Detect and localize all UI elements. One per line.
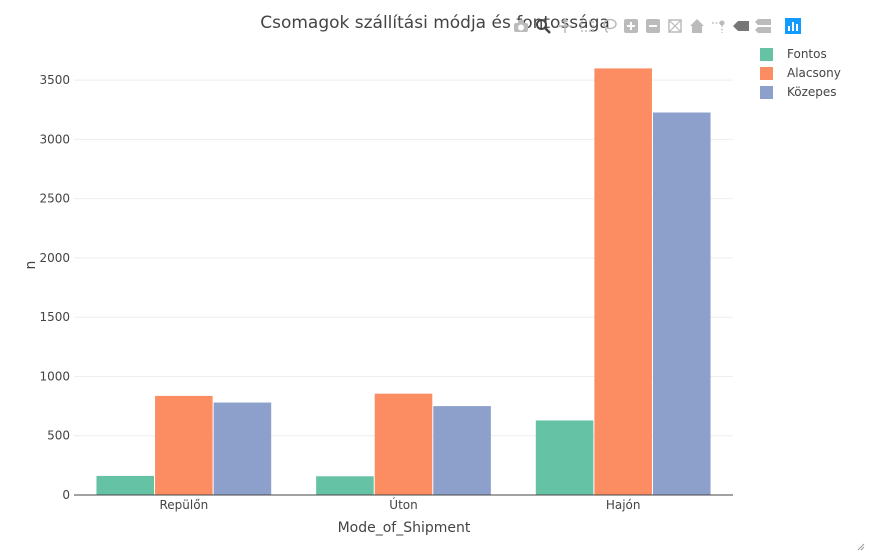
legend-swatch	[760, 66, 773, 80]
x-tick-label: Hajón	[606, 498, 641, 512]
hover-closest-icon[interactable]	[732, 17, 750, 35]
zoom-icon[interactable]	[534, 17, 552, 35]
bar-fontos-2[interactable]	[535, 420, 594, 495]
bar-közepes-2[interactable]	[652, 112, 711, 495]
bar-alacsony-2[interactable]	[594, 68, 652, 495]
y-axis-label: n	[23, 261, 39, 270]
y-tick-label: 3000	[39, 132, 70, 146]
y-tick-label: 1500	[39, 310, 70, 324]
zoom-in-icon[interactable]	[622, 17, 640, 35]
x-tick-labels: Repülőn Úton Hajón	[159, 497, 640, 512]
legend-item-alacsony[interactable]: Alacsony	[760, 65, 841, 81]
bar-közepes-0[interactable]	[213, 402, 272, 495]
y-tick-label: 2000	[39, 251, 70, 265]
bars-group	[96, 68, 711, 495]
bar-közepes-1[interactable]	[433, 406, 491, 495]
resize-handle[interactable]	[857, 536, 865, 551]
grid-lines	[74, 79, 733, 437]
legend-label: Fontos	[787, 47, 827, 61]
camera-icon[interactable]	[512, 17, 530, 35]
reset-axes-icon[interactable]	[688, 17, 706, 35]
hover-compare-icon[interactable]	[754, 17, 772, 35]
autoscale-icon[interactable]	[666, 17, 684, 35]
y-tick-label: 500	[47, 429, 70, 443]
y-tick-label: 2500	[39, 192, 70, 206]
legend-item-fontos[interactable]: Fontos	[760, 46, 827, 62]
spike-lines-icon[interactable]	[710, 17, 728, 35]
x-tick-label: Úton	[389, 497, 417, 512]
modebar	[512, 17, 802, 37]
bar-fontos-0[interactable]	[96, 475, 155, 495]
y-tick-label: 0	[62, 488, 70, 502]
y-tick-labels: 0 500 1000 1500 2000 2500 3000 3500	[39, 73, 70, 502]
y-tick-label: 1000	[39, 369, 70, 383]
x-axis-label: Mode_of_Shipment	[338, 520, 471, 536]
legend-label: Közepes	[787, 85, 837, 99]
legend-label: Alacsony	[787, 66, 841, 80]
bar-fontos-1[interactable]	[316, 476, 374, 495]
plotly-logo-icon[interactable]	[784, 17, 802, 35]
box-select-icon[interactable]	[578, 17, 596, 35]
legend-swatch	[760, 47, 773, 61]
y-tick-label: 3500	[39, 73, 70, 87]
lasso-icon[interactable]	[600, 17, 618, 35]
legend-swatch	[760, 85, 773, 99]
pan-icon[interactable]	[556, 17, 574, 35]
x-tick-label: Repülőn	[159, 498, 208, 512]
zoom-out-icon[interactable]	[644, 17, 662, 35]
bar-alacsony-1[interactable]	[374, 393, 433, 495]
bar-alacsony-0[interactable]	[155, 395, 213, 495]
legend-item-kozepes[interactable]: Közepes	[760, 84, 837, 100]
